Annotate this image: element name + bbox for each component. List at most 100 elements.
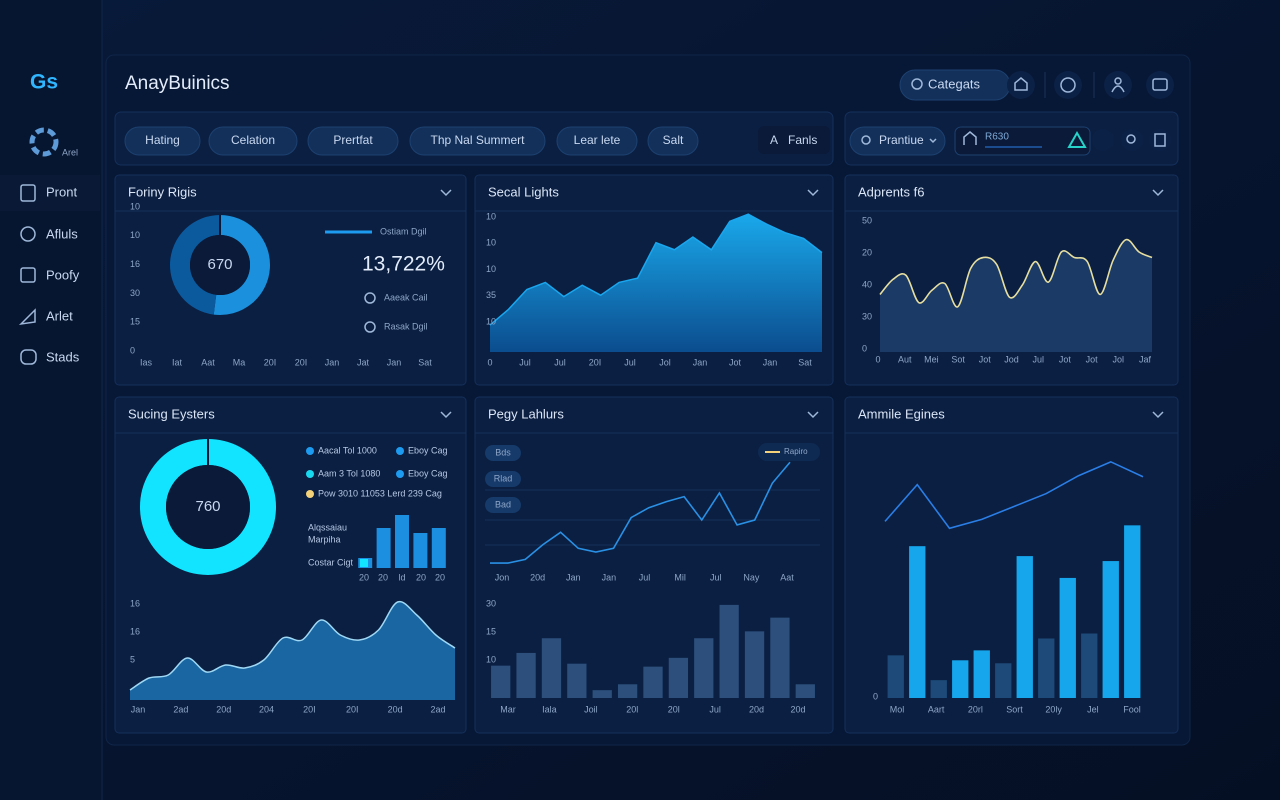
tag-pill [485,471,521,487]
home-icon [1014,77,1028,91]
x-axis-label: 20I [346,704,359,714]
button[interactable] [758,126,830,154]
bar [668,657,689,698]
x-axis-label: Jot [1086,354,1099,364]
bar [694,638,714,698]
x-axis-label: Aut [898,354,912,364]
tag-pill [485,445,521,461]
filter-pill[interactable] [647,126,699,156]
y-axis-label: 0 [862,343,867,353]
panel-bg [114,174,467,386]
x-axis-label: Ias [140,357,153,367]
nav-active-bg [0,175,100,211]
donut-center-label: 760 [195,498,220,515]
filter-label[interactable]: Thp Nal Summert [430,133,525,147]
nav-icon [18,308,36,326]
donut-segment [213,215,270,315]
y-axis-label: 5 [130,654,135,664]
icon-button[interactable] [1104,71,1132,99]
note-icon [364,321,376,333]
y-axis-label: 16 [130,259,140,269]
line [879,238,1153,308]
panels: Foriny Rigis 670 Ostiam Dgil 13,722% Aaeak C… [114,174,1179,734]
panel-title: Ammile Egines [858,406,945,421]
filter-pill[interactable] [208,126,298,156]
filters: Hating Celation Prertfat Thp Nal Summert Lea… [124,126,699,156]
x-axis-label: Jan [602,572,617,582]
icon-button[interactable] [1149,129,1171,151]
donut-hole [166,465,250,549]
icon-button[interactable] [1054,71,1082,99]
bar [770,617,790,698]
legend-label: Aacal Tol 1000 [318,445,377,455]
filter-pill[interactable] [409,126,546,156]
filter-label[interactable]: Lear lete [574,133,621,147]
x-axis-label: Mei [924,354,939,364]
nav-item[interactable]: Arlet [46,308,73,323]
bar [973,650,990,698]
panel-menu[interactable] [1152,411,1164,419]
bar [887,655,904,698]
bar [516,652,536,698]
panel-menu[interactable] [1152,189,1164,197]
x-axis-label: Sat [798,357,812,367]
input-text[interactable]: R630 [985,132,1009,143]
y-axis-label: 0 [130,345,135,355]
x-axis-label: 20l [668,704,680,714]
select-label[interactable]: Prantiue [879,133,924,147]
panel-menu[interactable] [807,411,819,419]
x-axis-label: 20 [416,572,426,582]
nav-item[interactable]: Stads [46,349,80,364]
bar [1102,561,1119,698]
doc-icon [1152,78,1168,91]
search-text[interactable]: Categats [928,76,981,91]
icon-button[interactable] [1092,129,1114,151]
filter-pill[interactable] [556,126,638,156]
legend-dot [396,447,404,455]
panel-bg [474,396,834,734]
nav-item[interactable]: Afluls [46,226,78,241]
panel-menu[interactable] [440,411,452,419]
x-axis-label: Jan [763,357,778,367]
x-axis-label: 204 [259,704,274,714]
panel-title: Foriny Rigis [128,184,197,199]
x-axis-label: 20I [589,357,602,367]
x-axis-label: Jul [709,704,721,714]
icon-button[interactable] [1121,129,1143,151]
filter-label[interactable]: Prertfat [333,133,373,147]
bar [995,663,1012,698]
x-axis-label: Ma [233,357,246,367]
panel-menu[interactable] [440,189,452,197]
select[interactable] [849,126,946,156]
icon-button[interactable] [1007,71,1035,99]
sidebar [0,0,102,800]
filter-label[interactable]: Celation [231,133,275,147]
y-axis-label: 16 [130,626,140,636]
icon-button[interactable] [1146,71,1174,99]
filter-pill[interactable] [124,126,201,156]
panel: Adprents f6 50 20 40 30 00 Aut Mei Sot Jot Jod Jul J… [844,174,1179,386]
x-axis-label: 20d [530,572,545,582]
note-label: Rasak Dgil [384,321,428,331]
filter-label[interactable]: Hating [145,133,180,147]
x-axis-label: Jan [387,357,402,367]
x-axis-label: Jul [554,357,566,367]
nav-item[interactable]: Poofy [46,267,80,282]
area-fill [130,601,455,700]
button-label[interactable]: Fanls [788,133,817,147]
filter-pill[interactable] [307,126,399,156]
bar [1059,577,1076,698]
nav-item[interactable]: Pront [46,184,77,199]
x-axis-label: Jod [1004,354,1019,364]
legend-label: Pow 3010 11053 Lerd 239 Cag [318,488,442,498]
filter-label[interactable]: Salt [663,133,684,147]
bar [909,546,926,698]
panel-menu[interactable] [807,189,819,197]
logo[interactable]: Gs [30,71,58,94]
x-axis-label: 20I [264,357,277,367]
y-axis-label: 50 [862,215,872,225]
bar [1124,525,1141,698]
x-axis-label: Mil [674,572,686,582]
input[interactable] [954,126,1091,156]
button-icon: A [770,133,778,147]
